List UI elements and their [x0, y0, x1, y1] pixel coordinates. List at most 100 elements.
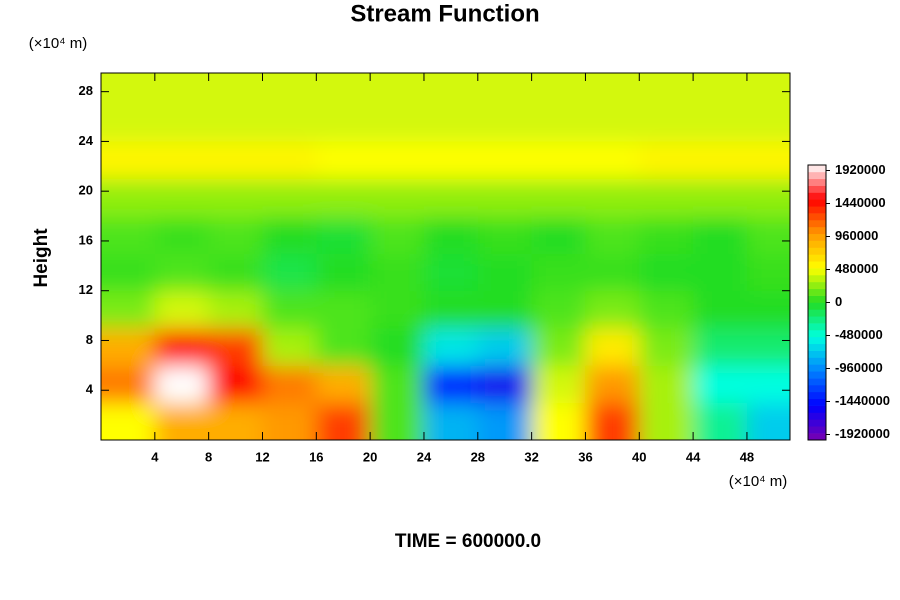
field-cell: [531, 178, 586, 217]
field-cell: [316, 104, 371, 142]
field-cell: [693, 365, 748, 404]
colorbar-band: [808, 261, 826, 269]
chart-title: Stream Function: [350, 0, 539, 27]
y-tick-label: 12: [79, 282, 93, 297]
field-cell: [693, 253, 748, 292]
field-cell: [262, 290, 317, 329]
colorbar-band: [808, 220, 826, 228]
field-cell: [639, 141, 694, 180]
field-cell: [423, 178, 479, 217]
field-cell: [585, 365, 640, 404]
colorbar-band: [808, 233, 826, 241]
field-cell: [316, 216, 371, 254]
colorbar-band: [808, 268, 826, 276]
field-cell: [693, 73, 748, 105]
field-cell: [208, 365, 263, 404]
x-tick-label: 28: [471, 449, 485, 464]
field-cell: [370, 328, 425, 366]
field-cell: [477, 141, 533, 180]
colorbar-band: [808, 240, 826, 248]
field-cell: [154, 104, 210, 142]
field-cell: [370, 402, 425, 440]
field-cell: [477, 73, 533, 105]
field-cell: [154, 73, 210, 105]
colorbar-band: [808, 336, 826, 345]
x-tick-label: 32: [524, 449, 538, 464]
colorbar-band: [808, 433, 826, 441]
colorbar-band: [808, 254, 826, 262]
field-cell: [262, 73, 317, 105]
field-cell: [370, 290, 425, 329]
colorbar-band: [808, 213, 826, 221]
colorbar-tick-label: 480000: [835, 261, 878, 276]
field-cell: [316, 365, 371, 404]
colorbar-band: [808, 343, 826, 351]
x-tick-label: 48: [740, 449, 754, 464]
field-cell: [639, 253, 694, 292]
field-cell: [316, 328, 371, 366]
field-cell: [154, 402, 210, 440]
field-cell: [693, 216, 748, 254]
field-cell: [154, 328, 210, 366]
field-cell: [101, 328, 156, 366]
colorbar-band: [808, 419, 826, 427]
colorbar-band: [808, 275, 826, 283]
colorbar-band: [808, 288, 826, 296]
colorbar-band: [808, 192, 826, 200]
field-cell: [101, 216, 156, 254]
colorbar-tick-label: -1440000: [835, 393, 890, 408]
field-cell: [423, 104, 479, 142]
field-cell: [423, 402, 479, 440]
x-tick-label: 36: [578, 449, 592, 464]
field-cell: [531, 328, 586, 366]
field-cell: [585, 290, 640, 329]
field-cell: [477, 104, 533, 142]
field-cell: [531, 402, 586, 440]
y-tick-label: 16: [79, 232, 93, 247]
colorbar-band: [808, 281, 826, 290]
field-cell: [531, 216, 586, 254]
field-cell: [639, 178, 694, 217]
colorbar-band: [808, 165, 826, 173]
x-tick-label: 4: [151, 449, 159, 464]
colorbar-tick-label: 1440000: [835, 195, 886, 210]
field-cell: [154, 290, 210, 329]
x-tick-label: 8: [205, 449, 212, 464]
field-cell: [585, 178, 640, 217]
field-cell: [746, 104, 790, 142]
colorbar-band: [808, 378, 826, 386]
field-cell: [746, 141, 790, 180]
colorbar-band: [808, 405, 826, 413]
field-cell: [693, 402, 748, 440]
colorbar-band: [808, 316, 826, 324]
field-cell: [316, 178, 371, 217]
field-cell: [639, 73, 694, 105]
field-cell: [370, 178, 425, 217]
field-cell: [370, 253, 425, 292]
colorbar-band: [808, 323, 826, 331]
field-cell: [262, 141, 317, 180]
field-cell: [208, 104, 263, 142]
field-cell: [746, 290, 790, 329]
y-tick-label: 4: [86, 382, 94, 397]
field-cell: [639, 365, 694, 404]
colorbar-band: [808, 199, 826, 207]
field-cell: [370, 365, 425, 404]
y-tick-label: 20: [79, 183, 93, 198]
colorbar-band: [808, 226, 826, 235]
field-cell: [101, 253, 156, 292]
field-cell: [101, 365, 156, 404]
field-cell: [693, 328, 748, 366]
y-tick-label: 8: [86, 332, 93, 347]
field-cell: [746, 73, 790, 105]
field-cell: [693, 290, 748, 329]
field-cell: [423, 290, 479, 329]
field-cell: [101, 104, 156, 142]
colorbar-tick-label: 0: [835, 294, 842, 309]
field-cell: [585, 253, 640, 292]
colorbar-band: [808, 412, 826, 420]
x-unit: (×10⁴ m): [729, 473, 788, 490]
field-cell: [585, 328, 640, 366]
field-cell: [693, 141, 748, 180]
y-axis-label: Height: [31, 228, 52, 288]
